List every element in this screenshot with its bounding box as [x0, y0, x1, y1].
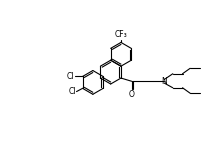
- Text: Cl: Cl: [69, 87, 76, 96]
- Text: CF₃: CF₃: [114, 30, 127, 39]
- Text: O: O: [129, 90, 135, 99]
- Text: Cl: Cl: [67, 72, 75, 81]
- Text: N: N: [161, 77, 167, 86]
